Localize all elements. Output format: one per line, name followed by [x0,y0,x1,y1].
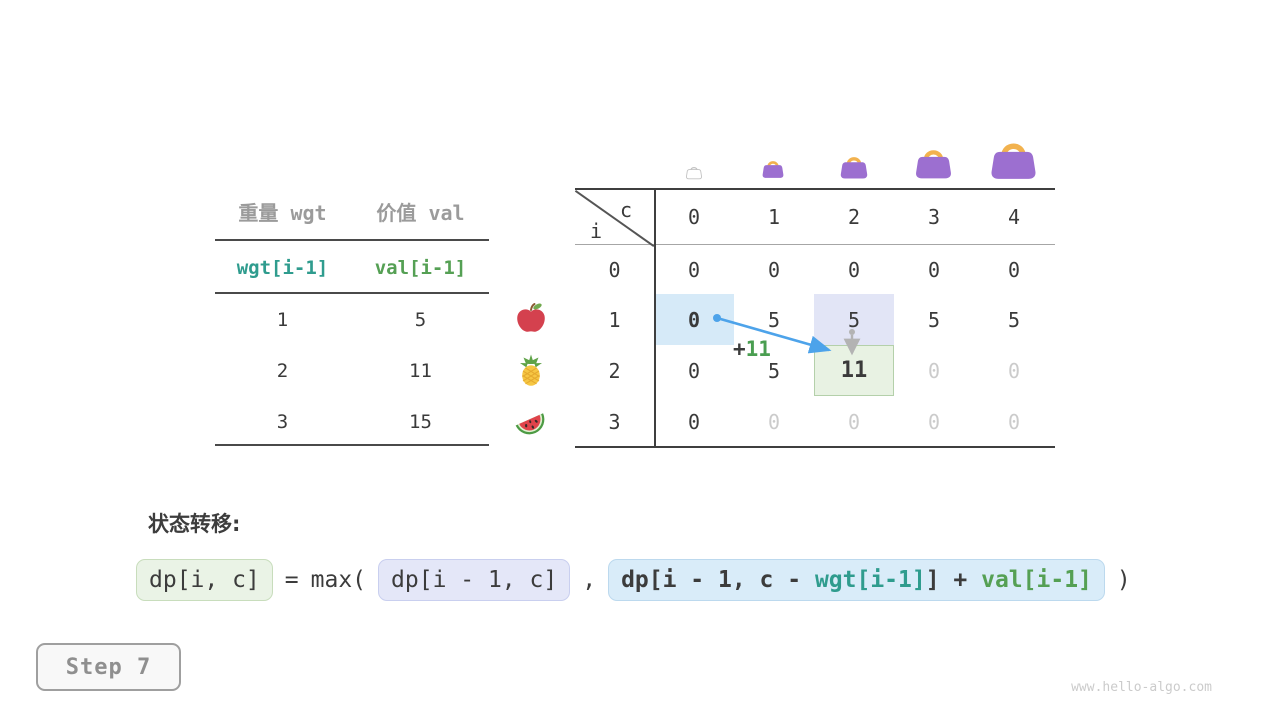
item-table-code-val: val[i-1] [374,257,467,279]
dp-cell-1-4: 5 [1007,307,1021,332]
item-weight-2: 2 [276,360,289,382]
dp-table-corner-diagonal [575,190,655,247]
dp-table-rule-vertical [654,189,656,447]
dp-cell-0-1: 0 [767,257,781,282]
dp-col-header-4: 4 [1007,205,1021,229]
watermark: www.hello-algo.com [1071,680,1212,695]
item-weight-1: 1 [276,309,289,331]
bag-capacity-1 [762,161,784,178]
dp-cell-3-2: 0 [847,409,861,434]
dp-col-header-0: 0 [687,205,701,229]
dp-cell-1-3: 5 [927,307,941,332]
dp-cell-3-3: 0 [927,409,941,434]
add-value-number: 11 [745,337,771,361]
dp-row-header-3: 3 [608,409,621,434]
bag-capacity-4 [991,143,1036,179]
dp-cell-2-3: 0 [927,358,941,383]
dp-row-header-2: 2 [608,358,621,383]
formula-result-box: dp[i, c] [136,559,273,601]
dp-row-header-0: 0 [608,257,621,282]
add-value-plus: + [733,337,746,361]
dp-cell-1-2-above-highlight: 5 [814,294,894,345]
watermelon-icon [515,413,545,435]
dp-col-header-3: 3 [927,205,941,229]
state-transition-label: 状态转移: [148,512,241,536]
formula-close-paren: ) [1116,567,1131,593]
bag-capacity-3 [916,150,951,179]
formula-max-open: max( [310,567,367,593]
dp-cell-3-0: 0 [687,409,701,434]
bag-outline-capacity-0 [686,166,702,180]
dp-cell-0-4: 0 [1007,257,1021,282]
formula-equals: = [284,567,299,593]
dp-cell-2-4: 0 [1007,358,1021,383]
formula-comma: , [582,567,597,593]
apple-icon [517,303,545,332]
dp-table-rule-bottom [575,446,1055,448]
formula-option2-box: dp[i - 1, c - wgt[i-1]] + val[i-1] [608,559,1105,601]
dp-table-rule-header [575,244,1055,246]
item-table-rule-mid [215,292,489,294]
dp-cell-2-1: 5 [767,358,781,383]
item-table-header-value: 价值 val [376,200,465,225]
item-value-2: 11 [409,360,432,382]
dp-cell-0-2: 0 [847,257,861,282]
dp-row-header-1: 1 [608,307,621,332]
formula-option2-seg4-val: val[i-1] [981,567,1092,593]
formula-option2-seg3: ] + [925,567,982,593]
pineapple-icon [520,354,542,386]
state-transition-formula: dp[i, c] = max( dp[i - 1, c] , dp[i - 1,… [136,559,1131,601]
item-value-1: 5 [414,309,427,331]
item-weight-3: 3 [276,411,289,433]
add-value-annotation: +11 [733,337,771,361]
formula-option2-seg2-wgt: wgt[i-1] [814,567,926,593]
dp-cell-3-4: 0 [1007,409,1021,434]
formula-option1-box: dp[i - 1, c] [378,559,571,601]
dp-cell-2-0: 0 [687,358,701,383]
dp-cell-2-2-current-highlight: 11 [814,345,894,396]
item-table-rule-top [215,239,489,241]
item-table-code-wgt: wgt[i-1] [236,257,329,279]
dp-col-header-1: 1 [767,205,781,229]
item-value-3: 15 [409,411,432,433]
dp-cell-1-0-source-highlight: 0 [654,294,734,345]
dp-col-header-2: 2 [847,205,861,229]
item-table-rule-bottom [215,444,489,446]
dp-cell-0-3: 0 [927,257,941,282]
dp-corner-row-label: i [590,219,603,243]
item-table-header-weight: 重量 wgt [238,200,327,225]
dp-cell-3-1: 0 [767,409,781,434]
dp-corner-col-label: c [620,198,633,222]
formula-option2-seg1: dp[i - 1, c - [621,567,815,593]
dp-cell-0-0: 0 [687,257,701,282]
bag-capacity-2 [840,157,868,179]
dp-table-rule-top [575,188,1055,190]
step-indicator: Step 7 [36,643,181,691]
